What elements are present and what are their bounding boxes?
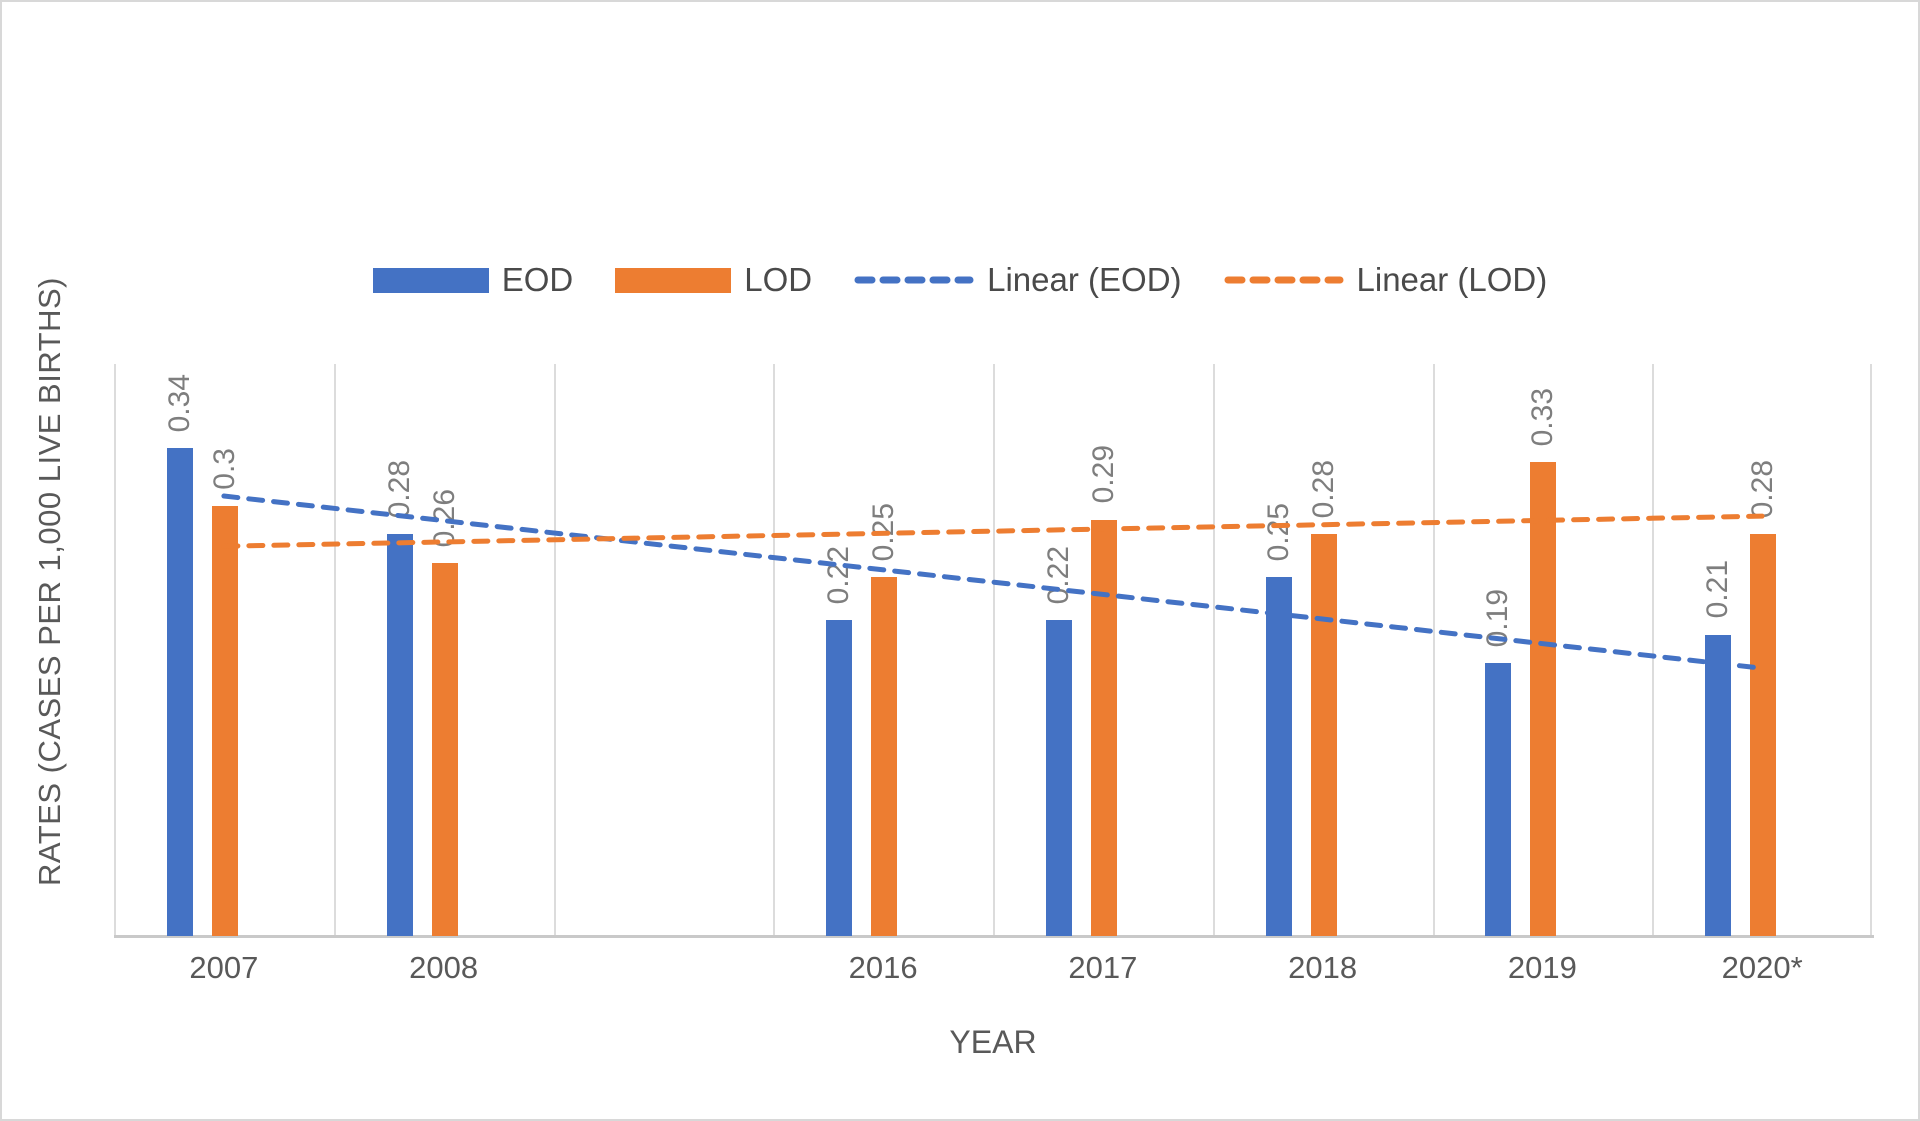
legend-label: LOD [744,261,813,298]
bar-lod-2016 [871,577,898,936]
gridline [773,364,776,936]
gridline [1652,364,1655,936]
trendlines-svg [221,493,1765,671]
legend-dash-swatch [1224,276,1344,284]
trendline-linear-eod- [221,493,1765,671]
gridline [333,364,336,936]
gridline [1870,364,1872,936]
legend-swatch-eod [372,267,489,293]
bar-eod-2008 [386,534,413,936]
bar-eod-2019 [1485,663,1512,936]
x-axis-title: YEAR [949,1024,1037,1060]
y-axis-title: RATES (CASES PER 1,000 LIVE BIRTHS) [32,277,67,887]
legend-swatch-lod [615,267,732,293]
bar-lod-2017 [1090,519,1117,936]
legend-item-lod: LOD [615,261,812,299]
bar-eod-2018 [1265,577,1292,936]
legend-item-linear-eod-: Linear (EOD) [854,261,1182,299]
gridline [993,364,995,936]
bar-lod-2020* [1750,534,1777,936]
x-tick-label-2020: 2020* [1721,950,1803,985]
legend-label: Linear (LOD) [1356,261,1548,298]
y-axis-line [114,364,116,936]
legend-item-eod: EOD [372,261,574,299]
x-axis-line [114,935,1874,938]
chart-legend: EOD LOD Linear (EOD) Linear (LOD) [2,254,1918,306]
x-tick-label-2018: 2018 [1288,950,1358,985]
x-tick-label-2008: 2008 [409,950,479,985]
bar-eod-2017 [1045,620,1072,936]
x-tick-label-2017: 2017 [1068,950,1138,985]
bar-eod-2016 [826,620,853,936]
bar-eod-2007 [166,448,193,936]
legend-dash-swatch [854,276,974,284]
legend-label: EOD [501,261,574,298]
bar-lod-2008 [431,562,458,936]
gridline [1212,364,1215,936]
x-tick-label-2007: 2007 [189,950,259,985]
x-tick-label-2019: 2019 [1507,950,1577,985]
trendline-linear-lod- [221,513,1765,549]
legend-item-linear-lod-: Linear (LOD) [1224,261,1548,299]
bar-eod-2020* [1705,634,1732,936]
legend-label: Linear (EOD) [987,261,1182,298]
bar-lod-2018 [1310,534,1337,936]
gridline [1432,364,1435,936]
bar-lod-2007 [211,505,238,936]
bar-lod-2019 [1530,462,1557,936]
plot-area: 0.340.280.220.220.250.190.210.30.260.250… [114,364,1874,938]
gridline [553,364,556,936]
x-tick-label-2016: 2016 [848,950,918,985]
